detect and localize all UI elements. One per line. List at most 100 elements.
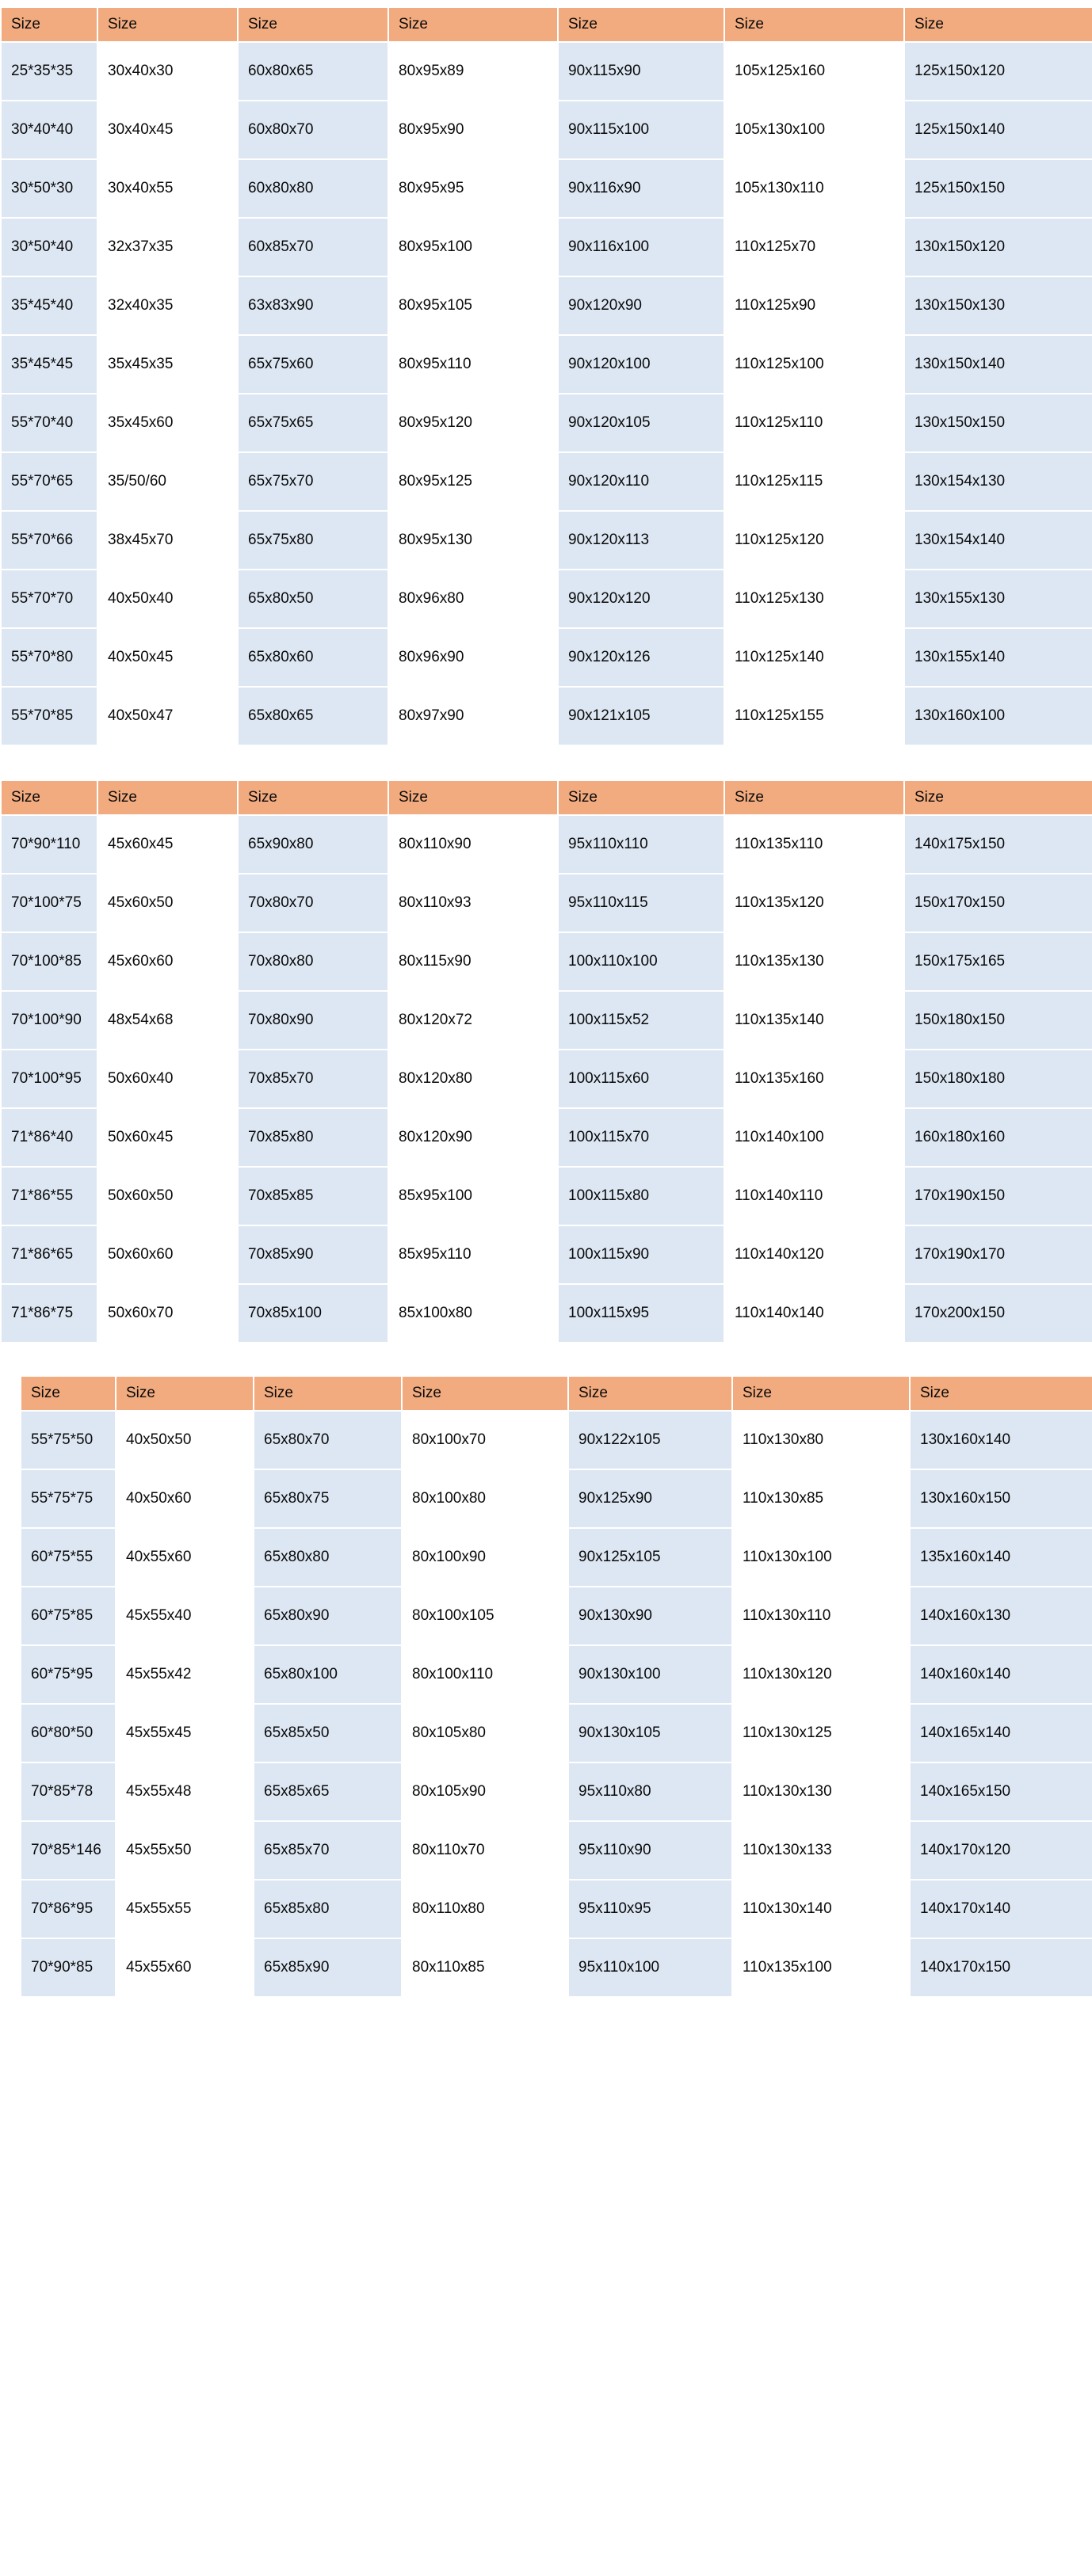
size-cell: 140x160x130 bbox=[911, 1587, 1092, 1644]
table-row: 55*70*65 35/50/60 65x75x70 80x95x125 90x120x… bbox=[2, 453, 1092, 510]
size-cell: 170x190x170 bbox=[905, 1226, 1092, 1283]
table-header-row: Size Size Size Size Size Size Size bbox=[21, 1377, 1092, 1410]
size-cell: 55*75*50 bbox=[21, 1412, 115, 1469]
table-row: 70*100*85 45x60x60 70x80x80 80x115x90 100x11… bbox=[2, 933, 1092, 990]
size-cell: 65x80x65 bbox=[239, 688, 388, 745]
size-cell: 150x180x180 bbox=[905, 1050, 1092, 1107]
size-cell: 80x120x90 bbox=[389, 1109, 557, 1166]
size-cell: 65x90x80 bbox=[239, 816, 388, 873]
size-cell: 125x150x150 bbox=[905, 160, 1092, 217]
size-cell: 70*85*146 bbox=[21, 1822, 115, 1879]
size-cell: 110x135x110 bbox=[725, 816, 903, 873]
size-cell: 140x170x140 bbox=[911, 1881, 1092, 1938]
size-cell: 100x115x52 bbox=[559, 992, 724, 1049]
size-cell: 40x50x40 bbox=[98, 570, 237, 627]
table-row: 70*100*90 48x54x68 70x80x90 80x120x72 100x11… bbox=[2, 992, 1092, 1049]
column-header-size: Size bbox=[725, 8, 903, 41]
size-cell: 70x80x90 bbox=[239, 992, 388, 1049]
table-row: 70*85*78 45x55x48 65x85x65 80x105x90 95x110x… bbox=[21, 1763, 1092, 1820]
size-cell: 65x80x80 bbox=[254, 1529, 401, 1586]
size-cell: 85x95x100 bbox=[389, 1168, 557, 1225]
size-cell: 70*100*90 bbox=[2, 992, 97, 1049]
size-cell: 32x40x35 bbox=[98, 277, 237, 334]
size-cell: 65x80x60 bbox=[239, 629, 388, 686]
size-table-1-body: 25*35*35 30x40x30 60x80x65 80x95x89 90x115x9… bbox=[2, 43, 1092, 745]
size-chart-page: Size Size Size Size Size Size Size 25*35*35 30x… bbox=[0, 0, 1092, 1998]
table-row: 30*50*40 32x37x35 60x85x70 80x95x100 90x116x… bbox=[2, 219, 1092, 276]
size-cell: 110x135x130 bbox=[725, 933, 903, 990]
column-header-size: Size bbox=[116, 1377, 253, 1410]
size-cell: 130x155x140 bbox=[905, 629, 1092, 686]
column-header-size: Size bbox=[389, 8, 557, 41]
size-cell: 110x125x90 bbox=[725, 277, 903, 334]
size-cell: 110x130x110 bbox=[733, 1587, 909, 1644]
size-cell: 80x120x80 bbox=[389, 1050, 557, 1107]
table-row: 71*86*75 50x60x70 70x85x100 85x100x80 100x11… bbox=[2, 1285, 1092, 1342]
size-cell: 70x85x85 bbox=[239, 1168, 388, 1225]
size-cell: 65x80x90 bbox=[254, 1587, 401, 1644]
size-cell: 110x130x133 bbox=[733, 1822, 909, 1879]
size-cell: 60*75*85 bbox=[21, 1587, 115, 1644]
size-cell: 55*70*65 bbox=[2, 453, 97, 510]
size-cell: 63x83x90 bbox=[239, 277, 388, 334]
size-cell: 90x120x126 bbox=[559, 629, 724, 686]
size-cell: 110x140x120 bbox=[725, 1226, 903, 1283]
table-row: 70*90*110 45x60x45 65x90x80 80x110x90 95x110… bbox=[2, 816, 1092, 873]
size-cell: 55*70*70 bbox=[2, 570, 97, 627]
table-row: 60*75*55 40x55x60 65x80x80 80x100x90 90x125x… bbox=[21, 1529, 1092, 1586]
size-cell: 80x115x90 bbox=[389, 933, 557, 990]
size-cell: 110x125x120 bbox=[725, 512, 903, 569]
column-header-size: Size bbox=[98, 8, 237, 41]
size-table-2-block: Size Size Size Size Size Size Size 70*90*110 45… bbox=[0, 746, 1092, 1343]
size-cell: 55*70*85 bbox=[2, 688, 97, 745]
size-cell: 65x80x50 bbox=[239, 570, 388, 627]
size-cell: 70x85x80 bbox=[239, 1109, 388, 1166]
size-cell: 100x115x95 bbox=[559, 1285, 724, 1342]
size-cell: 30x40x30 bbox=[98, 43, 237, 100]
size-table-1-block: Size Size Size Size Size Size Size 25*35*35 30x… bbox=[0, 0, 1092, 746]
column-header-size: Size bbox=[239, 8, 388, 41]
size-cell: 90x122x105 bbox=[569, 1412, 731, 1469]
size-table-3: Size Size Size Size Size Size Size 55*75*50 40x… bbox=[20, 1375, 1092, 1998]
size-cell: 135x160x140 bbox=[911, 1529, 1092, 1586]
size-cell: 70*90*110 bbox=[2, 816, 97, 873]
table-row: 71*86*40 50x60x45 70x85x80 80x120x90 100x115… bbox=[2, 1109, 1092, 1166]
size-cell: 150x170x150 bbox=[905, 875, 1092, 932]
size-cell: 38x45x70 bbox=[98, 512, 237, 569]
size-cell: 45x60x45 bbox=[98, 816, 237, 873]
size-cell: 40x55x60 bbox=[116, 1529, 253, 1586]
size-table-3-header: Size Size Size Size Size Size Size bbox=[21, 1377, 1092, 1410]
size-cell: 80x110x93 bbox=[389, 875, 557, 932]
size-cell: 110x130x130 bbox=[733, 1763, 909, 1820]
size-cell: 130x154x140 bbox=[905, 512, 1092, 569]
size-cell: 70x85x90 bbox=[239, 1226, 388, 1283]
table-row: 35*45*40 32x40x35 63x83x90 80x95x105 90x120x… bbox=[2, 277, 1092, 334]
size-cell: 65x75x65 bbox=[239, 394, 388, 452]
size-cell: 48x54x68 bbox=[98, 992, 237, 1049]
size-cell: 150x180x150 bbox=[905, 992, 1092, 1049]
table-row: 55*70*40 35x45x60 65x75x65 80x95x120 90x120x… bbox=[2, 394, 1092, 452]
column-header-size: Size bbox=[21, 1377, 115, 1410]
column-header-size: Size bbox=[403, 1377, 567, 1410]
size-cell: 80x95x125 bbox=[389, 453, 557, 510]
size-table-1: Size Size Size Size Size Size Size 25*35*35 30x… bbox=[0, 6, 1092, 746]
size-cell: 40x50x47 bbox=[98, 688, 237, 745]
size-cell: 90x120x105 bbox=[559, 394, 724, 452]
size-cell: 80x100x90 bbox=[403, 1529, 567, 1586]
size-cell: 60*80*50 bbox=[21, 1705, 115, 1762]
size-cell: 70*100*95 bbox=[2, 1050, 97, 1107]
table-row: 55*75*50 40x50x50 65x80x70 80x100x70 90x122x… bbox=[21, 1412, 1092, 1469]
size-cell: 80x120x72 bbox=[389, 992, 557, 1049]
size-cell: 55*70*40 bbox=[2, 394, 97, 452]
size-cell: 110x125x70 bbox=[725, 219, 903, 276]
size-cell: 100x110x100 bbox=[559, 933, 724, 990]
size-cell: 60x80x65 bbox=[239, 43, 388, 100]
size-cell: 90x120x110 bbox=[559, 453, 724, 510]
size-table-1-header: Size Size Size Size Size Size Size bbox=[2, 8, 1092, 41]
size-cell: 130x150x130 bbox=[905, 277, 1092, 334]
table-row: 70*100*75 45x60x50 70x80x70 80x110x93 95x110… bbox=[2, 875, 1092, 932]
size-cell: 170x200x150 bbox=[905, 1285, 1092, 1342]
size-cell: 30x40x45 bbox=[98, 101, 237, 158]
size-cell: 50x60x60 bbox=[98, 1226, 237, 1283]
size-cell: 100x115x80 bbox=[559, 1168, 724, 1225]
